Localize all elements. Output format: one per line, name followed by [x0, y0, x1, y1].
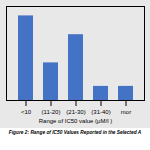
svg-text:Range of IC50 value (μM/l ): Range of IC50 value (μM/l ) [39, 118, 113, 124]
svg-text:(11-20): (11-20) [42, 109, 61, 115]
svg-text:(31-40): (31-40) [91, 109, 110, 115]
svg-text:mor: mor [121, 109, 131, 115]
html-text:Figure 2: Range of IC50 Values: Figure 2: Range of IC50 Values Reported … [8, 130, 142, 135]
svg-text:<10: <10 [21, 109, 32, 115]
svg-text:(21-30): (21-30) [66, 109, 85, 115]
